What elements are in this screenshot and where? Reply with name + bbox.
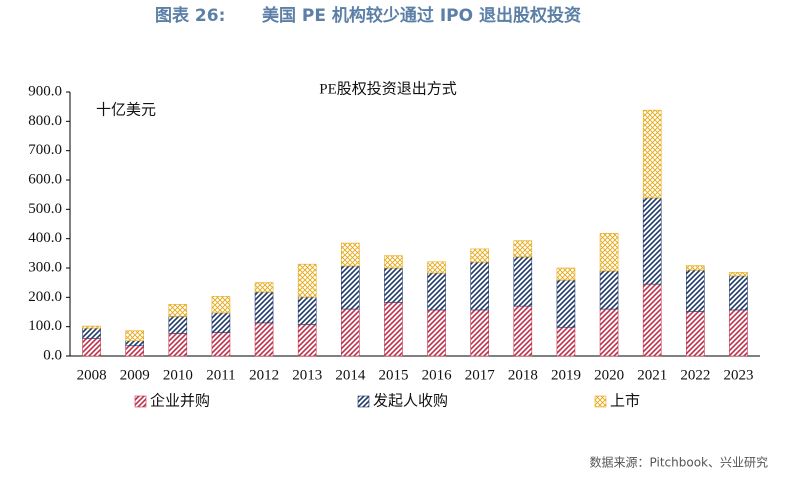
bar-segment — [125, 330, 144, 342]
legend-swatch — [357, 395, 370, 408]
y-tick-label: 400.0 — [28, 230, 62, 246]
bar-segment — [211, 312, 231, 333]
bar-segment — [254, 291, 274, 324]
bar-segment — [168, 304, 188, 317]
x-tick-label: 2015 — [378, 367, 408, 383]
header-label: 图表 26: — [155, 5, 225, 26]
bar-segment — [556, 279, 576, 328]
bar-segment — [599, 308, 619, 357]
bar-segment — [686, 269, 705, 312]
x-tick-label: 2017 — [465, 367, 496, 383]
bar-segment — [254, 282, 274, 293]
unit-label: 十亿美元 — [96, 101, 156, 118]
x-tick-label: 2013 — [292, 367, 322, 383]
legend-label: 发起人收购 — [373, 392, 448, 409]
bar-segment — [82, 338, 101, 357]
bar-segment — [642, 197, 662, 285]
x-tick-label: 2019 — [551, 367, 581, 383]
bar-segment — [556, 326, 576, 357]
bar-segment — [427, 309, 446, 357]
bar-segment — [729, 275, 748, 311]
bar-segment — [82, 325, 101, 329]
y-tick-label: 800.0 — [28, 113, 62, 129]
x-tick-label: 2023 — [723, 367, 753, 383]
bar-segment — [427, 272, 446, 311]
legend-label: 上市 — [610, 392, 640, 409]
bar-segment — [341, 265, 360, 310]
y-tick-label: 500.0 — [28, 201, 62, 217]
bar-segment — [168, 333, 188, 357]
bar-segment — [642, 283, 662, 357]
bar-segment — [341, 308, 360, 357]
bar-segment — [470, 309, 489, 357]
bar-segment — [384, 267, 403, 303]
bar-segment — [384, 255, 403, 269]
bar-segment — [125, 345, 144, 357]
y-tick-label: 900.0 — [28, 83, 62, 99]
bar-segment — [168, 316, 188, 334]
bar-segment — [513, 240, 533, 258]
x-tick-label: 2011 — [206, 367, 235, 383]
x-tick-label: 2021 — [637, 367, 667, 383]
x-tick-label: 2009 — [120, 367, 150, 383]
x-tick-label: 2010 — [163, 367, 193, 383]
bar-segment — [470, 248, 489, 263]
bar-segment — [297, 263, 317, 298]
bar-segment — [556, 267, 576, 281]
x-tick-label: 2018 — [508, 367, 538, 383]
x-tick-label: 2014 — [335, 367, 366, 383]
bar-segment — [211, 296, 231, 314]
bar-segment — [686, 311, 705, 357]
x-tick-label: 2020 — [594, 367, 624, 383]
bar-segment — [599, 233, 619, 272]
y-tick-label: 200.0 — [28, 289, 62, 305]
bar-segment — [82, 327, 101, 339]
y-tick-label: 700.0 — [28, 142, 62, 158]
y-tick-label: 0.0 — [43, 347, 62, 363]
legend-swatch — [134, 395, 147, 408]
x-tick-label: 2022 — [680, 367, 710, 383]
bar-segment — [384, 302, 403, 357]
bar-segment — [125, 340, 144, 347]
y-tick-label: 300.0 — [28, 259, 62, 275]
bar-segment — [513, 256, 533, 307]
x-tick-label: 2016 — [422, 367, 453, 383]
y-tick-label: 100.0 — [28, 318, 62, 334]
bar-segment — [297, 324, 317, 357]
bar-segment — [341, 242, 360, 267]
x-tick-label: 2008 — [77, 367, 107, 383]
bar-segment — [599, 270, 619, 310]
bar-segment — [427, 261, 446, 274]
bar-segment — [642, 109, 662, 199]
bar-segment — [686, 265, 705, 271]
bar-segment — [470, 261, 489, 311]
legend-swatch — [594, 395, 607, 408]
bar-segment — [729, 272, 748, 277]
legend-label: 企业并购 — [150, 391, 210, 409]
y-tick-label: 600.0 — [28, 171, 62, 187]
bar-segment — [254, 322, 274, 357]
bar-segment — [297, 296, 317, 325]
bar-segment — [513, 305, 533, 357]
bar-segment — [211, 332, 231, 357]
header-title: 美国 PE 机构较少通过 IPO 退出股权投资 — [262, 5, 581, 26]
bar-segment — [729, 309, 748, 357]
source: 数据来源：Pitchbook、兴业研究 — [590, 455, 768, 470]
chart-title: PE股权投资退出方式 — [319, 80, 457, 97]
x-tick-label: 2012 — [249, 367, 279, 383]
